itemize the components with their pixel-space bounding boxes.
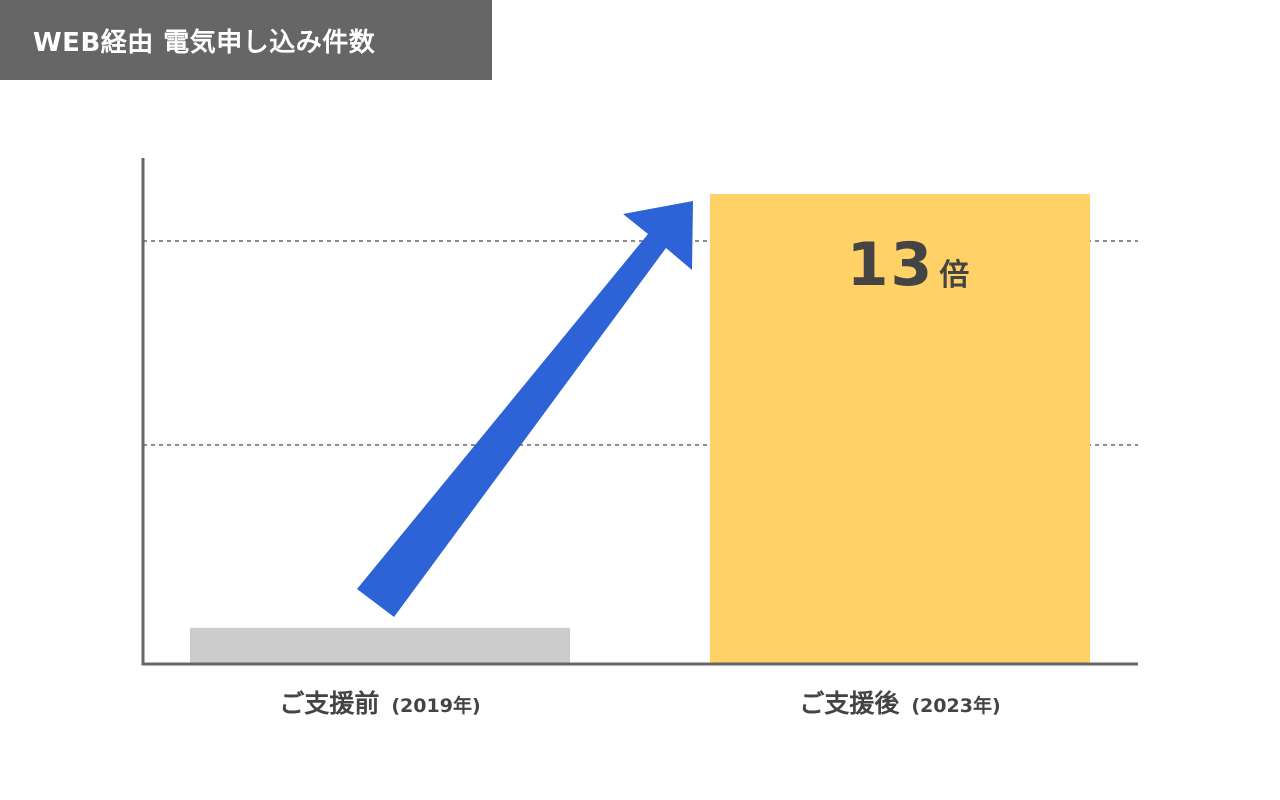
category-year: (2019年) <box>391 694 480 717</box>
category-name: ご支援後 <box>799 689 900 718</box>
category-name: ご支援前 <box>279 689 379 718</box>
bar-2 <box>710 194 1090 664</box>
bars <box>190 194 1090 664</box>
grid-lines <box>143 240 1138 446</box>
multiplier-annotation: 13 倍 <box>847 230 970 300</box>
category-label-1: ご支援前 (2019年) <box>279 689 480 718</box>
category-label-2: ご支援後 (2023年) <box>799 689 1000 718</box>
bar-1 <box>190 627 570 664</box>
multiplier-value: 13 <box>847 230 935 300</box>
chart-title: WEB経由 電気申し込み件数 <box>33 27 376 58</box>
category-year: (2023年) <box>911 694 1000 717</box>
multiplier-unit: 倍 <box>939 258 969 293</box>
up-right-arrow-icon <box>357 201 693 617</box>
title-bar: WEB経由 電気申し込み件数 <box>0 0 492 80</box>
category-labels: ご支援前 (2019年) ご支援後 (2023年) <box>279 689 1000 718</box>
axes <box>141 158 1138 666</box>
